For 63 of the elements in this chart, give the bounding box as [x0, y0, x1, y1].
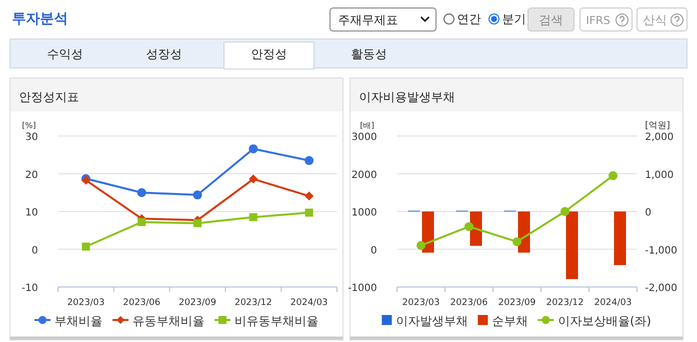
chart-title: 안정성지표: [19, 90, 79, 104]
legend-label: 이자발생부채: [396, 314, 468, 328]
point: [416, 240, 426, 250]
point: [249, 213, 258, 222]
y-tick-label: 3000: [352, 132, 377, 143]
point: [248, 144, 258, 154]
x-tick-label: 2023/12: [234, 298, 272, 308]
point: [193, 190, 202, 200]
point: [464, 222, 474, 232]
y-axis-title: [%]: [22, 121, 36, 130]
text: 안정성: [251, 47, 287, 61]
text: 산식: [643, 13, 667, 27]
text: 분기: [502, 12, 526, 26]
point: [305, 208, 314, 217]
text: IFRS: [586, 14, 610, 27]
x-tick-label: 2023/06: [450, 298, 488, 308]
point: [138, 218, 146, 226]
y-tick-label: 30: [25, 132, 38, 143]
y-tick-label: 10: [25, 208, 38, 218]
x-tick-label: 2023/03: [402, 298, 440, 308]
point: [512, 237, 522, 246]
x-tick-label: 2024/03: [290, 298, 328, 308]
text: 성장성: [146, 47, 182, 61]
y-tick-label: -1000: [348, 283, 377, 294]
x-tick-label: 2024/03: [594, 298, 632, 308]
legend-label: 유동부채비율: [132, 314, 204, 328]
point: [304, 192, 314, 201]
x-tick-label: 2023/09: [498, 298, 536, 308]
point: [137, 188, 146, 198]
y2-axis-title: [억원]: [645, 121, 670, 131]
point: [82, 242, 90, 251]
y2-tick-label: -2,000: [645, 283, 678, 294]
y-axis-title: [배]: [360, 121, 374, 130]
y-tick-label: -10: [22, 283, 38, 294]
chart-title: 이자비용발생부채: [359, 90, 455, 104]
legend-label: 비유동부채비율: [234, 314, 318, 328]
y-tick-label: 0: [370, 245, 377, 256]
y-tick-label: 1000: [352, 208, 377, 218]
text: 수익성: [47, 47, 83, 61]
y-tick-label: 2000: [352, 170, 377, 181]
legend-label: 순부채: [492, 314, 528, 328]
legend-label: 이자보상배율(좌): [558, 314, 652, 328]
y-tick-label: 20: [25, 170, 38, 181]
x-tick-label: 2023/06: [123, 298, 161, 308]
x-tick-label: 2023/12: [546, 298, 584, 308]
x-tick-label: 2023/03: [67, 298, 105, 308]
text: 활동성: [351, 47, 387, 61]
point: [560, 207, 570, 216]
y-tick-label: 0: [32, 245, 38, 256]
y2-tick-label: -1,000: [645, 245, 678, 256]
text: 검색: [539, 13, 563, 27]
y2-tick-label: 2,000: [645, 132, 674, 143]
point: [304, 156, 314, 166]
point: [194, 219, 202, 228]
text: 투자분석: [12, 11, 68, 27]
x-tick-label: 2023/09: [178, 298, 216, 308]
point: [248, 174, 258, 184]
y2-tick-label: 0: [645, 208, 652, 218]
point: [608, 171, 618, 180]
y2-tick-label: 1,000: [645, 170, 674, 181]
text: 연간: [457, 12, 481, 26]
text: 주재무제표: [338, 13, 398, 27]
legend-label: 부채비율: [54, 314, 102, 328]
